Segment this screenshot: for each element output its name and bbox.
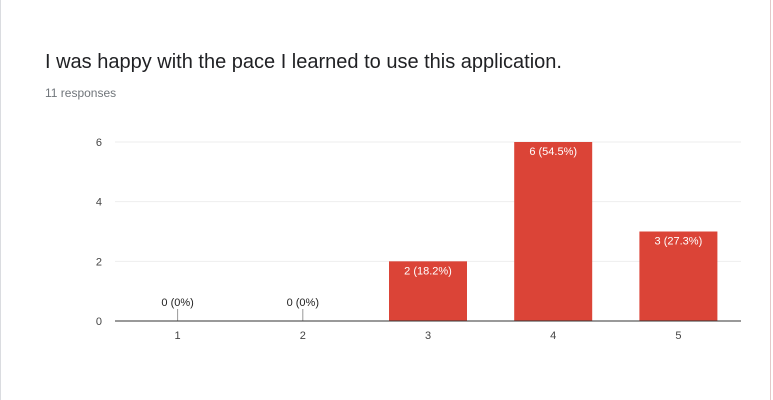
y-tick-label: 4 (96, 197, 102, 209)
y-tick-label: 6 (96, 137, 102, 149)
response-count: 11 responses (45, 86, 117, 100)
data-label-2: 0 (0%) (287, 297, 319, 309)
data-label-1: 0 (0%) (161, 297, 193, 309)
y-tick-label: 0 (96, 316, 102, 328)
data-label-3: 2 (18.2%) (404, 265, 452, 277)
data-labels: 0 (0%) 0 (0%) 2 (18.2%) 6 (54.5%) 3 (27.3%) (161, 146, 702, 309)
y-tick-label: 2 (96, 256, 102, 268)
question-title: I was happy with the pace I learned to u… (45, 51, 562, 73)
bars (177, 142, 718, 322)
x-tick-label: 4 (550, 330, 556, 342)
x-tick-label: 3 (425, 330, 431, 342)
bar-3[interactable] (389, 261, 467, 321)
x-tick-label: 1 (175, 330, 181, 342)
data-label-5: 3 (27.3%) (655, 236, 703, 248)
axes: 0 2 4 6 1 2 3 4 5 (96, 137, 741, 342)
x-tick-label: 2 (300, 330, 306, 342)
bar-4[interactable] (514, 142, 593, 321)
data-label-4: 6 (54.5%) (529, 146, 577, 158)
bar-5[interactable] (639, 231, 718, 322)
x-tick-label: 5 (675, 330, 681, 342)
